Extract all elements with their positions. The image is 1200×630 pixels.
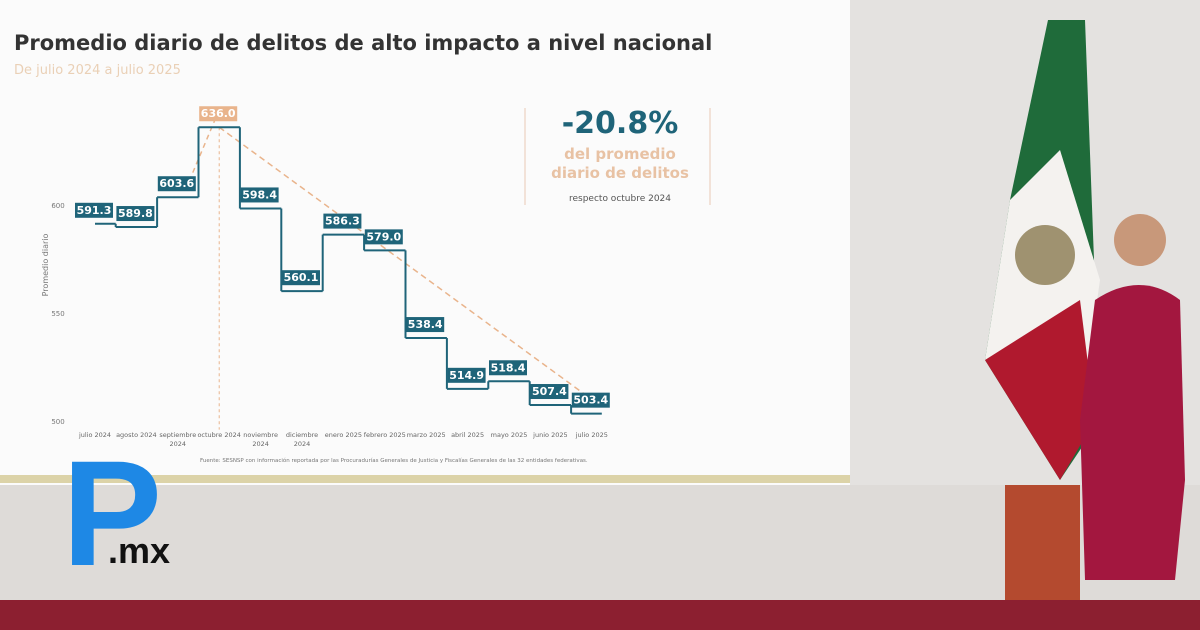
value-label-box [447, 367, 486, 383]
flag-red [985, 300, 1095, 480]
x-tick-label: septiembre 2024 [159, 430, 197, 448]
trend-line [218, 126, 585, 395]
value-label: 598.4 [242, 188, 277, 201]
y-axis-label: Promedio diario [41, 234, 50, 297]
value-label-box [530, 384, 569, 400]
logo-letter: P [62, 429, 162, 597]
y-tick-label: 600 [51, 202, 64, 210]
value-label-box [116, 206, 155, 222]
x-tick-label: octubre 2024 [197, 430, 241, 439]
annotation-value: -20.8% [562, 106, 679, 141]
value-label: 560.1 [284, 271, 319, 284]
person-head [1114, 214, 1166, 266]
wall-lower [0, 485, 1200, 600]
value-label-box [406, 317, 445, 333]
value-label: 589.8 [118, 207, 153, 220]
screen-edge [0, 475, 850, 483]
person-body [1080, 285, 1185, 580]
value-label: 579.0 [366, 230, 401, 243]
value-label: 586.3 [325, 215, 360, 228]
chart-title: Promedio diario de delitos de alto impac… [14, 31, 712, 55]
x-tick-label: febrero 2025 [363, 430, 406, 439]
x-tick-label: julio 2025 [575, 430, 608, 439]
value-label-box [489, 360, 527, 376]
x-tick-label: abril 2025 [451, 430, 485, 439]
value-label-box [75, 202, 113, 218]
value-label: 538.4 [408, 318, 443, 331]
value-label: 636.0 [201, 107, 236, 120]
source: Fuente: SESNSP con información reportada… [200, 457, 588, 464]
floor [0, 600, 1200, 630]
value-label: 591.3 [77, 204, 112, 217]
x-tick-label: agosto 2024 [116, 430, 157, 439]
x-tick-label: diciembre 2024 [285, 430, 319, 448]
value-label-box [157, 176, 196, 192]
x-tick-label: noviembre 2024 [243, 430, 278, 448]
y-tick-label: 550 [51, 310, 64, 318]
value-label-box [240, 187, 279, 203]
podium [1005, 485, 1080, 600]
value-label: 503.4 [573, 394, 608, 407]
value-label: 518.4 [491, 361, 526, 374]
x-tick-label: mayo 2025 [490, 430, 528, 439]
y-tick-label: 500 [51, 418, 64, 426]
flag-emblem [1015, 225, 1075, 285]
value-label: 603.6 [159, 177, 194, 190]
logo-suffix: .mx [108, 530, 170, 571]
value-label-box [199, 106, 238, 122]
value-label-box [323, 213, 362, 229]
value-label-box [571, 392, 610, 408]
value-label: 507.4 [532, 385, 567, 398]
chart-subtitle: De julio 2024 a julio 2025 [14, 63, 181, 78]
annotation-text: del promedio diario de delitos [551, 145, 689, 182]
screen [0, 0, 850, 485]
x-tick-label: marzo 2025 [406, 430, 446, 439]
value-label-box [282, 270, 320, 286]
value-label: 514.9 [449, 369, 484, 382]
annotation-box: del promedio diario de delitos [551, 145, 689, 182]
x-tick-label: julio 2024 [78, 430, 112, 439]
x-tick-label: junio 2025 [533, 430, 568, 439]
value-label-box [364, 229, 403, 245]
annotation-note: respecto octubre 2024 [569, 194, 671, 204]
x-tick-label: enero 2025 [324, 430, 362, 439]
